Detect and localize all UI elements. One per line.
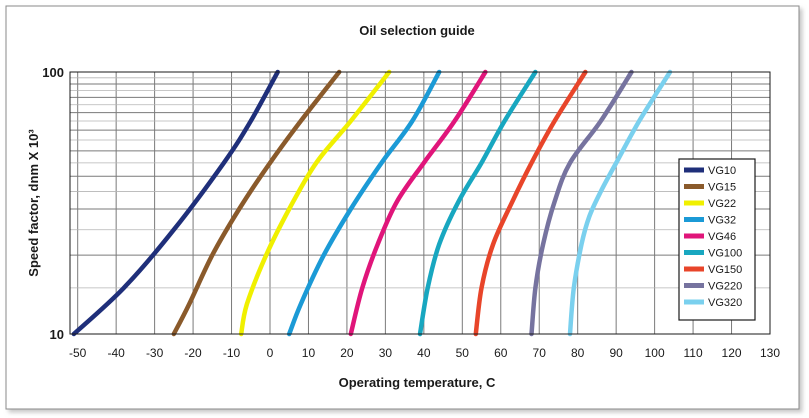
series-line-vg46 <box>348 69 488 337</box>
legend-swatch-vg100 <box>684 250 704 255</box>
x-tick-label: 60 <box>494 346 508 360</box>
plot-area-border <box>69 71 771 335</box>
legend-label-vg10: VG10 <box>708 165 736 177</box>
y-tick-label: 100 <box>42 65 64 80</box>
x-tick-label: -10 <box>223 346 241 360</box>
legend-label-vg32: VG32 <box>708 215 736 227</box>
legend-swatch-vg10 <box>684 167 704 173</box>
series-line-vg15 <box>171 69 342 337</box>
legend-label-vg320: VG320 <box>708 297 742 309</box>
x-tick-label: 20 <box>340 346 354 360</box>
x-tick-label: 50 <box>456 346 470 360</box>
x-tick-label: 130 <box>760 346 780 360</box>
series-line-vg100 <box>417 69 538 337</box>
x-tick-label: -20 <box>184 346 202 360</box>
legend-label-vg100: VG100 <box>708 248 742 260</box>
series-lines <box>71 69 673 337</box>
x-tick-label: -40 <box>107 346 125 360</box>
legend-label-vg150: VG150 <box>708 264 742 276</box>
y-tick-label: 10 <box>50 327 64 342</box>
series-line-vg150 <box>473 69 588 337</box>
legend-swatch-vg32 <box>684 217 704 222</box>
x-tick-label: -30 <box>146 346 164 360</box>
x-tick-label: 30 <box>379 346 393 360</box>
x-tick-label: 90 <box>609 346 623 360</box>
y-tick-labels: 10 100 <box>42 65 64 342</box>
legend-swatch-vg150 <box>684 266 704 272</box>
x-tick-labels: -50 -40 -30 -20 -10 0 10 20 30 40 50 60 70 80 90 100 110… <box>69 346 780 360</box>
x-tick-label: 10 <box>302 346 316 360</box>
legend-swatch-vg22 <box>684 200 704 206</box>
legend-label-vg22: VG22 <box>708 198 736 210</box>
x-tick-label: 70 <box>533 346 547 360</box>
legend-label-vg220: VG220 <box>708 281 742 293</box>
x-tick-label: 120 <box>722 346 742 360</box>
legend: VG10 VG15 VG22 VG32 VG46 VG100 VG150 VG220 VG320 <box>678 158 756 321</box>
x-tick-label: 0 <box>267 346 274 360</box>
legend-label-vg15: VG15 <box>708 182 736 194</box>
legend-label-vg46: VG46 <box>708 231 736 243</box>
series-line-vg32 <box>286 69 442 337</box>
series-line-vg22 <box>238 69 392 337</box>
chart-title: Oil selection guide <box>359 23 475 38</box>
y-axis-label: Speed factor, dnm X 10³ <box>26 129 41 277</box>
legend-swatch-vg320 <box>684 299 704 305</box>
x-tick-label: 80 <box>571 346 585 360</box>
legend-swatch-vg220 <box>684 283 704 288</box>
series-line-vg10 <box>71 69 280 337</box>
x-tick-label: 40 <box>417 346 431 360</box>
series-line-vg320 <box>567 69 673 337</box>
series-line-vg220 <box>529 69 634 337</box>
legend-swatch-vg46 <box>684 233 704 239</box>
x-tick-label: 100 <box>645 346 665 360</box>
x-tick-label: -50 <box>69 346 87 360</box>
legend-swatch-vg15 <box>684 184 704 189</box>
x-axis-label: Operating temperature, C <box>339 375 496 390</box>
x-tick-label: 110 <box>684 346 703 360</box>
